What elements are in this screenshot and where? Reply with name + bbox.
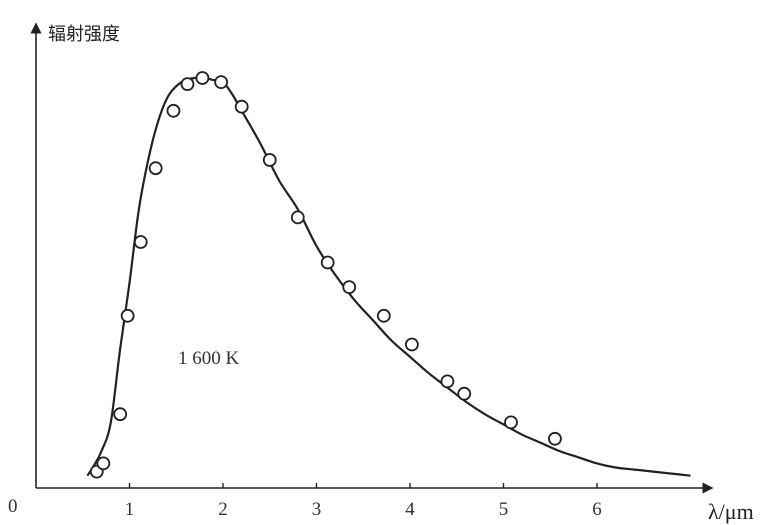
data-point (113, 407, 128, 422)
x-tick-label: 4 (405, 499, 415, 520)
origin-label: 0 (8, 496, 18, 517)
data-point (214, 75, 229, 89)
data-point (234, 99, 249, 114)
data-point (290, 210, 305, 225)
data-point (166, 103, 181, 118)
y-axis-label: 辐射强度 (48, 24, 120, 45)
data-point (440, 374, 455, 389)
x-tick-label: 5 (499, 499, 509, 520)
data-point (376, 308, 391, 323)
x-tick-label: 3 (312, 499, 322, 520)
x-axis-label: λ/μm (708, 499, 754, 524)
data-point (320, 255, 335, 270)
data-points (89, 71, 562, 479)
x-ticks: 1 2 3 4 5 6 (125, 483, 602, 520)
data-point (180, 77, 195, 92)
x-tick-label: 6 (592, 499, 602, 520)
data-point (404, 337, 419, 352)
data-point (548, 431, 562, 446)
x-tick-label: 2 (218, 499, 228, 520)
data-point (457, 386, 472, 401)
x-tick-label: 1 (125, 499, 135, 520)
data-point (262, 153, 277, 167)
data-point (504, 415, 518, 430)
data-point (120, 308, 135, 323)
radiation-curve (86, 76, 691, 477)
data-point (96, 456, 111, 471)
data-point (133, 235, 148, 249)
data-point (148, 161, 163, 176)
temperature-annotation: 1 600 K (178, 348, 240, 369)
data-point (342, 280, 357, 295)
data-point (195, 71, 210, 85)
